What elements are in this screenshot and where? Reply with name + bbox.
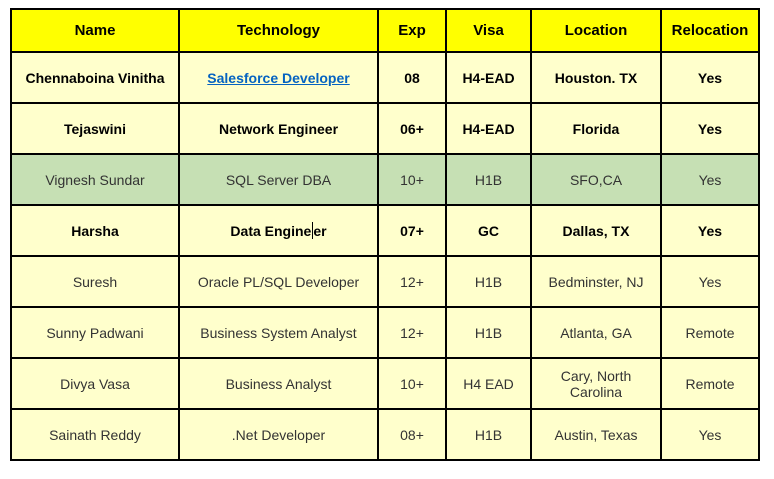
cell-name[interactable]: Sainath Reddy [10, 408, 180, 461]
column-header-exp: Exp [377, 8, 447, 53]
cell-technology[interactable]: Salesforce Developer [178, 51, 379, 104]
candidates-table-container: Name Technology Exp Visa Location Reloca… [10, 8, 760, 461]
cell-technology[interactable]: Oracle PL/SQL Developer [178, 255, 379, 308]
cell-relocation[interactable]: Remote [660, 357, 760, 410]
cell-visa[interactable]: H1B [445, 408, 532, 461]
cell-relocation[interactable]: Yes [660, 255, 760, 308]
table-row: Suresh Oracle PL/SQL Developer 12+ H1B Bedmi… [10, 255, 760, 308]
technology-link[interactable]: Salesforce Developer [207, 69, 350, 86]
cell-location[interactable]: Atlanta, GA [530, 306, 662, 359]
cell-relocation[interactable]: Yes [660, 408, 760, 461]
cell-relocation[interactable]: Yes [660, 204, 760, 257]
cell-visa[interactable]: H4 EAD [445, 357, 532, 410]
cell-visa[interactable]: GC [445, 204, 532, 257]
cell-relocation[interactable]: Remote [660, 306, 760, 359]
cell-exp[interactable]: 12+ [377, 306, 447, 359]
cell-visa[interactable]: H1B [445, 255, 532, 308]
header-row: Name Technology Exp Visa Location Reloca… [10, 8, 760, 53]
column-header-relocation: Relocation [660, 8, 760, 53]
table-row: Harsha Data Engine er 07+ GC Dallas, TX Yes [10, 204, 760, 257]
cell-name[interactable]: Divya Vasa [10, 357, 180, 410]
candidates-table: Name Technology Exp Visa Location Reloca… [10, 8, 760, 461]
cell-location[interactable]: Bedminster, NJ [530, 255, 662, 308]
cell-technology[interactable]: Business System Analyst [178, 306, 379, 359]
cell-technology[interactable]: Data Engine er [178, 204, 379, 257]
cell-location[interactable]: Cary, North Carolina [530, 357, 662, 410]
column-header-location: Location [530, 8, 662, 53]
table-row: Sunny Padwani Business System Analyst 12+ H… [10, 306, 760, 359]
cell-location[interactable]: Houston. TX [530, 51, 662, 104]
table-row: Tejaswini Network Engineer 06+ H4-EAD Florid… [10, 102, 760, 155]
cell-relocation[interactable]: Yes [660, 102, 760, 155]
cell-exp[interactable]: 07+ [377, 204, 447, 257]
cell-name[interactable]: Chennaboina Vinitha [10, 51, 180, 104]
table-row: Chennaboina Vinitha Salesforce Developer 0… [10, 51, 760, 104]
cell-visa[interactable]: H4-EAD [445, 51, 532, 104]
column-header-visa: Visa [445, 8, 532, 53]
cell-location[interactable]: SFO,CA [530, 153, 662, 206]
cell-location[interactable]: Dallas, TX [530, 204, 662, 257]
cell-name[interactable]: Harsha [10, 204, 180, 257]
cell-technology[interactable]: Business Analyst [178, 357, 379, 410]
cell-exp[interactable]: 06+ [377, 102, 447, 155]
table-header: Name Technology Exp Visa Location Reloca… [10, 8, 760, 53]
cell-relocation[interactable]: Yes [660, 51, 760, 104]
text-cursor [312, 222, 314, 239]
cell-name[interactable]: Tejaswini [10, 102, 180, 155]
cell-location[interactable]: Florida [530, 102, 662, 155]
cell-location[interactable]: Austin, Texas [530, 408, 662, 461]
cell-visa[interactable]: H1B [445, 306, 532, 359]
column-header-technology: Technology [178, 8, 379, 53]
cell-technology[interactable]: .Net Developer [178, 408, 379, 461]
cell-exp[interactable]: 10+ [377, 357, 447, 410]
table-row: Sainath Reddy .Net Developer 08+ H1B Austin,… [10, 408, 760, 461]
cell-exp[interactable]: 10+ [377, 153, 447, 206]
cell-exp[interactable]: 12+ [377, 255, 447, 308]
cell-technology[interactable]: Network Engineer [178, 102, 379, 155]
cell-exp[interactable]: 08+ [377, 408, 447, 461]
cell-name[interactable]: Sunny Padwani [10, 306, 180, 359]
cell-visa[interactable]: H4-EAD [445, 102, 532, 155]
cell-name[interactable]: Vignesh Sundar [10, 153, 180, 206]
cell-exp[interactable]: 08 [377, 51, 447, 104]
cell-relocation[interactable]: Yes [660, 153, 760, 206]
column-header-name: Name [10, 8, 180, 53]
cell-name[interactable]: Suresh [10, 255, 180, 308]
cell-visa[interactable]: H1B [445, 153, 532, 206]
table-row: Vignesh Sundar SQL Server DBA 10+ H1B SFO,CA… [10, 153, 760, 206]
cell-technology[interactable]: SQL Server DBA [178, 153, 379, 206]
table-body: Chennaboina Vinitha Salesforce Developer 0… [10, 51, 760, 461]
table-row: Divya Vasa Business Analyst 10+ H4 EAD Cary,… [10, 357, 760, 410]
